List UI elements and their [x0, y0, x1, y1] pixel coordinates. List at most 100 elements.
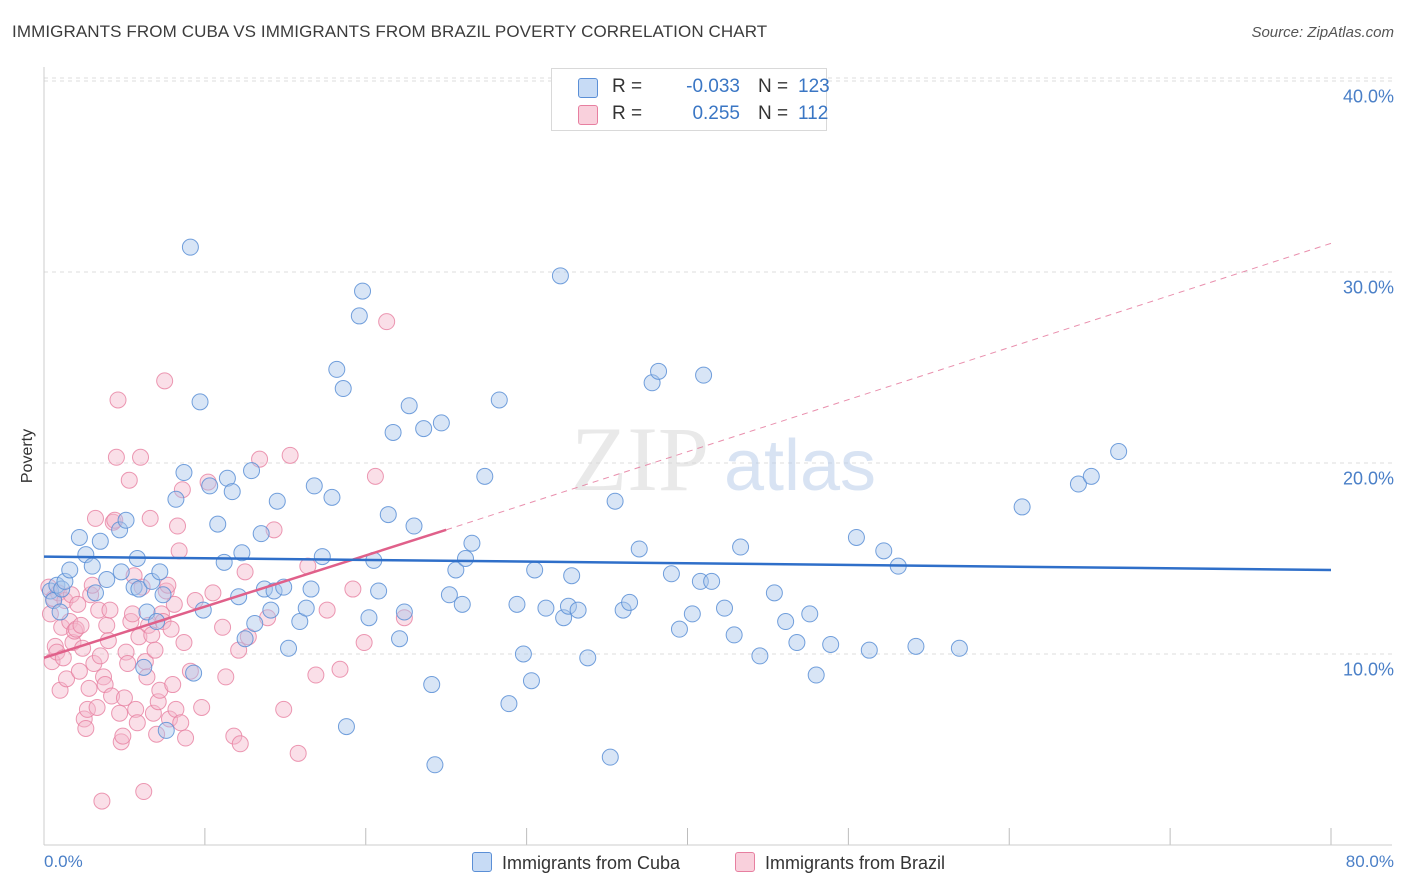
bottom-legend-cuba: Immigrants from Cuba [472, 852, 680, 874]
brazil-point-32 [93, 792, 111, 810]
brazil-point-83 [175, 634, 193, 652]
cuba-point-105 [716, 599, 734, 617]
cuba-point-19 [135, 658, 153, 676]
trend-lines [43, 242, 1332, 660]
cuba-point-93 [606, 492, 624, 510]
brazil-point-71 [156, 372, 174, 390]
cuba-point-72 [432, 414, 450, 432]
cuba-point-88 [559, 597, 577, 615]
cuba-point-101 [683, 605, 701, 623]
brazil-point-51 [123, 605, 141, 623]
cuba-point-85 [537, 599, 555, 617]
legend-r-label: R = [612, 103, 643, 124]
x-tick-label-min: 0.0% [44, 852, 83, 871]
cuba-point-89 [563, 567, 581, 585]
brazil-point-81 [172, 714, 190, 732]
cuba-point-86 [551, 267, 569, 285]
brazil-point-73 [159, 576, 177, 594]
brazil-point-95 [236, 563, 254, 581]
cuba-point-83 [522, 672, 540, 690]
brazil-point-107 [344, 580, 362, 598]
brazil-point-79 [169, 517, 187, 535]
cuba-point-71 [426, 756, 444, 774]
brazil-point-109 [366, 467, 384, 485]
cuba-point-24 [154, 586, 172, 604]
legend-r-label: R = [612, 76, 643, 97]
cuba-point-92 [601, 748, 619, 766]
brazil-points [40, 313, 413, 810]
cuba-point-111 [788, 634, 806, 652]
legend-n-label: N = [758, 76, 789, 97]
cuba-point-30 [191, 393, 209, 411]
brazil-point-75 [162, 620, 180, 638]
cuba-point-50 [297, 599, 315, 617]
cuba-point-3 [51, 603, 69, 621]
cuba-point-63 [379, 506, 397, 524]
cuba-point-39 [236, 630, 254, 648]
cuba-point-123 [1082, 467, 1100, 485]
cuba-trend-line [43, 555, 1332, 572]
cuba-point-36 [223, 483, 241, 501]
brazil-point-106 [331, 660, 349, 678]
brazil-swatch [735, 852, 755, 872]
cuba-point-27 [175, 464, 193, 482]
cuba-point-15 [117, 511, 135, 529]
brazil-trend-line [43, 528, 447, 660]
brazil-point-42 [109, 391, 127, 409]
cuba-point-121 [1013, 498, 1031, 516]
cuba-point-122 [1069, 475, 1087, 493]
correlation-legend: R = -0.033 N = 123 R = 0.255 N = 112 [551, 68, 830, 131]
brazil-point-65 [146, 641, 164, 659]
brazil-point-82 [173, 481, 191, 499]
cuba-point-13 [111, 521, 129, 539]
cuba-point-55 [328, 360, 346, 378]
brazil-point-48 [119, 655, 137, 673]
chart-title: IMMIGRANTS FROM CUBA VS IMMIGRANTS FROM … [12, 22, 768, 41]
cuba-point-114 [822, 635, 840, 653]
cuba-point-106 [725, 626, 743, 644]
cuba-point-117 [875, 542, 893, 560]
brazil-point-58 [135, 783, 153, 801]
cuba-point-99 [662, 565, 680, 583]
brazil-point-76 [164, 676, 182, 694]
brazil-point-37 [101, 601, 119, 619]
cuba-point-109 [765, 584, 783, 602]
cuba-point-84 [526, 561, 544, 579]
brazil-point-101 [281, 446, 299, 464]
cuba-point-76 [456, 550, 474, 567]
cuba-point-33 [209, 515, 227, 533]
brazil-point-99 [265, 521, 283, 539]
cuba-point-79 [490, 391, 508, 409]
legend-n-value-brazil: 112 [798, 103, 829, 124]
bottom-legend-cuba-label: Immigrants from Cuba [502, 853, 681, 873]
legend-n-label: N = [758, 103, 789, 124]
cuba-point-81 [508, 595, 526, 613]
brazil-point-110 [378, 313, 396, 331]
cuba-swatch [472, 852, 492, 872]
brazil-point-85 [181, 662, 199, 680]
brazil-point-108 [355, 634, 373, 652]
brazil-point-49 [120, 471, 138, 489]
cuba-point-25 [157, 721, 175, 739]
cuba-point-59 [354, 282, 372, 300]
brazil-point-31 [91, 647, 109, 665]
bottom-legend-brazil-label: Immigrants from Brazil [765, 853, 946, 873]
cuba-point-35 [218, 469, 236, 487]
x-tick-label-max: 80.0% [1345, 852, 1394, 871]
cuba-point-103 [695, 366, 713, 384]
cuba-point-18 [130, 580, 148, 598]
cuba-point-116 [860, 641, 878, 659]
cuba-point-98 [650, 362, 668, 380]
watermark-zip: ZIP [571, 408, 709, 510]
cuba-point-34 [215, 553, 233, 571]
cuba-point-95 [621, 593, 639, 611]
cuba-point-60 [360, 609, 378, 627]
cuba-point-48 [280, 639, 298, 657]
cuba-point-40 [243, 462, 261, 480]
cuba-point-32 [201, 477, 219, 495]
cuba-point-108 [751, 647, 769, 665]
cuba-point-110 [777, 613, 795, 631]
brazil-point-91 [217, 668, 235, 686]
brazil-point-11 [58, 670, 76, 688]
